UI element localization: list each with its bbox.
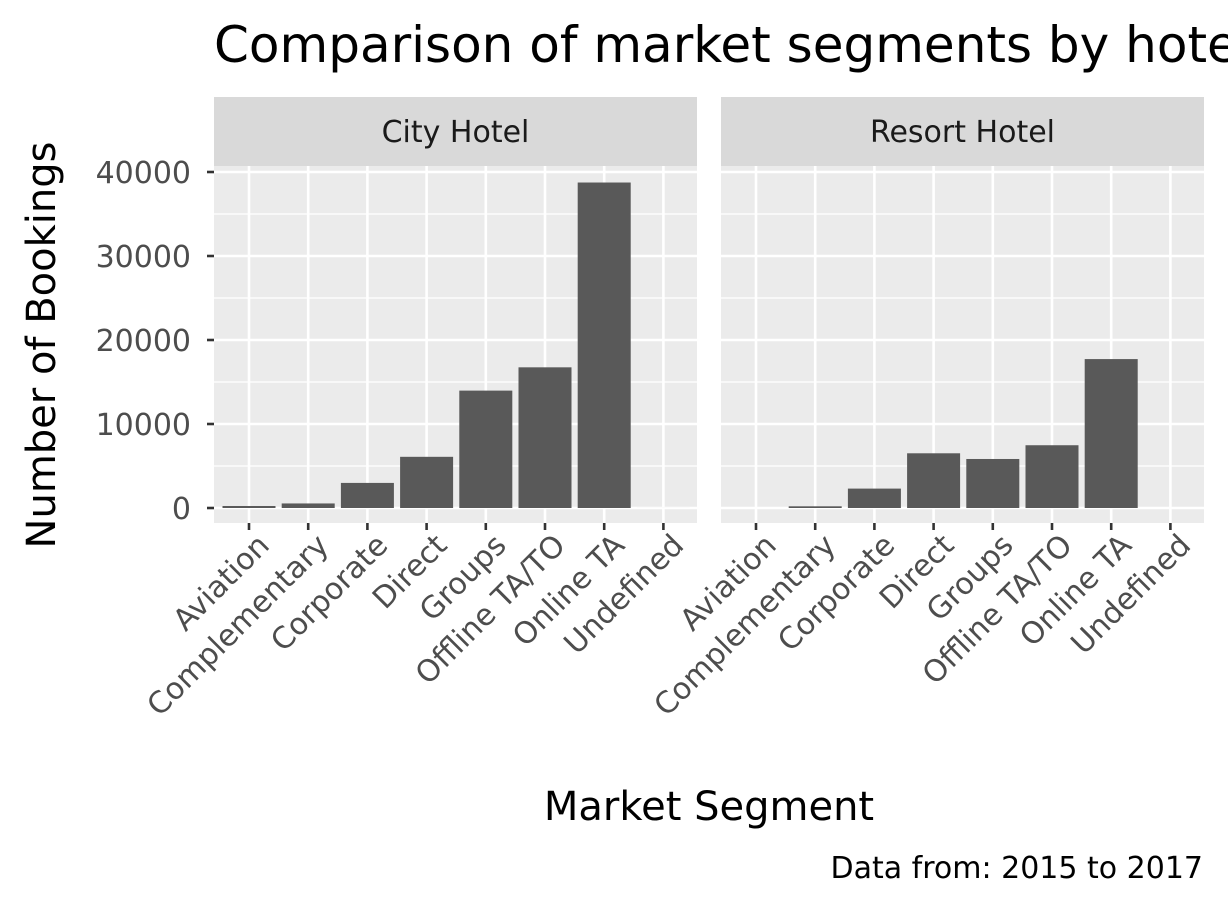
y-tick-label: 20000 — [96, 324, 191, 359]
x-axis-title: Market Segment — [544, 784, 874, 830]
y-tick-label: 40000 — [96, 156, 191, 191]
bar-aviation — [222, 506, 276, 508]
y-tick-label: 30000 — [96, 240, 191, 275]
facet-strip-label: Resort Hotel — [870, 115, 1055, 150]
y-axis: 0 10000 20000 30000 40000 — [96, 156, 214, 527]
y-tick-label: 0 — [172, 492, 191, 527]
facet-strip-label: City Hotel — [382, 115, 530, 150]
chart-title: Comparison of market segments by hotel t… — [214, 16, 1228, 74]
bar-direct — [907, 453, 961, 508]
bar-groups — [459, 390, 513, 508]
bar-offline-ta-to — [518, 367, 572, 508]
bar-online-ta — [1084, 359, 1138, 508]
bar-direct — [400, 456, 454, 508]
bar-corporate — [847, 488, 901, 508]
bar-complementary — [281, 503, 335, 508]
bar-complementary — [788, 506, 842, 508]
facet-strip — [214, 97, 697, 166]
bar-offline-ta-to — [1025, 445, 1079, 508]
y-tick-label: 10000 — [96, 408, 191, 443]
bar-online-ta — [577, 182, 631, 509]
bar-groups — [966, 458, 1020, 508]
bar-corporate — [340, 482, 394, 508]
chart-caption: Data from: 2015 to 2017 — [830, 851, 1203, 886]
y-axis-title: Number of Bookings — [19, 142, 65, 549]
facet-strip — [721, 97, 1204, 166]
